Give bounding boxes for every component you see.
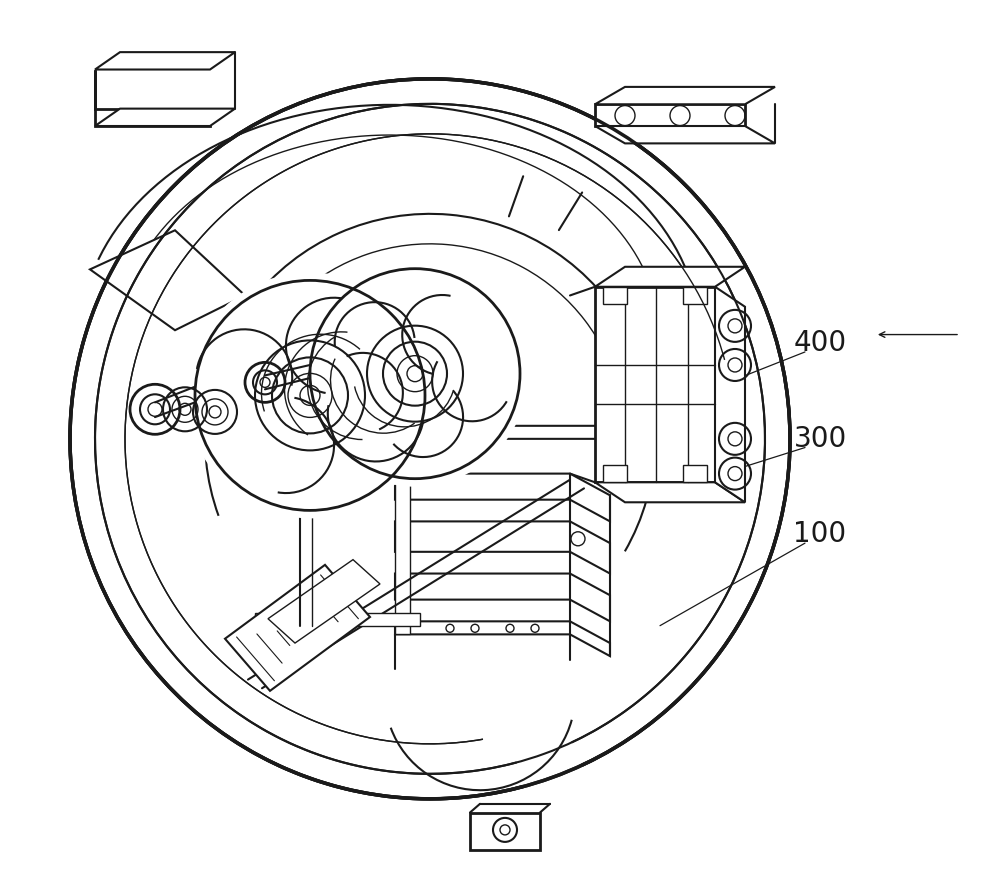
Polygon shape <box>395 521 610 574</box>
Polygon shape <box>95 52 235 70</box>
Polygon shape <box>90 230 245 330</box>
Polygon shape <box>595 267 745 287</box>
Polygon shape <box>595 87 775 104</box>
Polygon shape <box>595 126 775 143</box>
Polygon shape <box>595 482 745 502</box>
Polygon shape <box>395 474 610 521</box>
Text: 100: 100 <box>793 521 847 548</box>
Circle shape <box>302 261 528 487</box>
Polygon shape <box>395 474 410 634</box>
Polygon shape <box>395 621 610 656</box>
Polygon shape <box>595 287 715 482</box>
Polygon shape <box>95 70 210 126</box>
Polygon shape <box>95 109 235 126</box>
Polygon shape <box>683 465 707 482</box>
Polygon shape <box>255 613 420 626</box>
Polygon shape <box>683 287 707 304</box>
Polygon shape <box>395 574 610 621</box>
Polygon shape <box>225 565 370 691</box>
Polygon shape <box>470 813 540 850</box>
Polygon shape <box>410 426 610 448</box>
Polygon shape <box>595 104 745 126</box>
Polygon shape <box>268 560 380 643</box>
Polygon shape <box>603 465 627 482</box>
Polygon shape <box>603 287 627 304</box>
Text: 300: 300 <box>793 425 847 453</box>
Circle shape <box>70 79 790 799</box>
Text: 400: 400 <box>793 329 847 357</box>
Polygon shape <box>715 287 745 502</box>
Circle shape <box>187 272 433 519</box>
